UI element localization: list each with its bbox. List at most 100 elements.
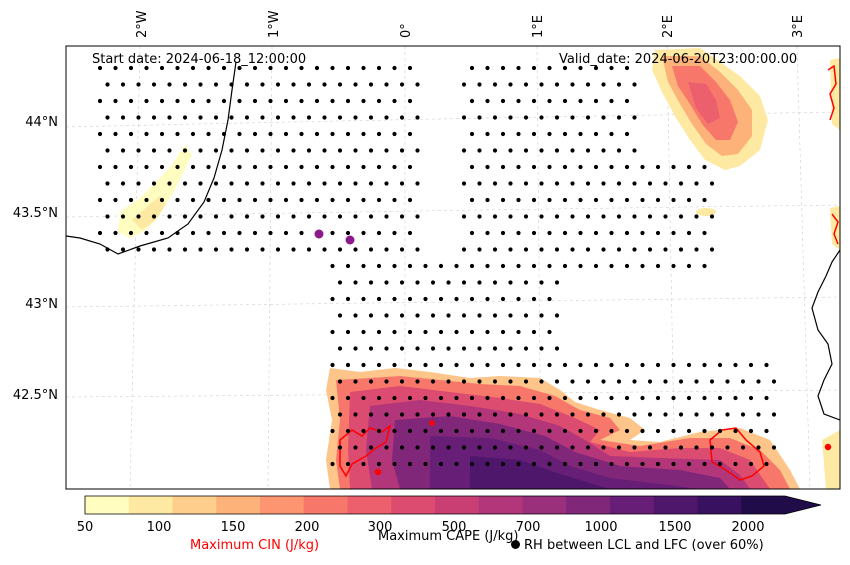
rh-dot bbox=[105, 148, 110, 153]
rh-dot bbox=[562, 428, 568, 434]
rh-dot bbox=[686, 164, 692, 170]
rh-dot bbox=[392, 131, 397, 137]
rh-dot bbox=[655, 230, 661, 236]
rh-dot bbox=[229, 214, 234, 219]
rh-dot bbox=[554, 346, 560, 351]
rh-dot bbox=[469, 263, 475, 269]
rh-dot bbox=[136, 214, 141, 219]
rh-dot bbox=[663, 214, 668, 219]
rh-dot bbox=[423, 329, 428, 335]
rh-dot bbox=[547, 164, 552, 170]
rh-dot bbox=[500, 395, 506, 401]
rh-dot bbox=[640, 263, 645, 269]
rh-dot bbox=[430, 313, 436, 318]
rh-dot bbox=[748, 461, 754, 467]
rh-dot bbox=[554, 313, 560, 318]
rh-dot bbox=[105, 115, 110, 120]
rh-dot bbox=[322, 115, 327, 120]
rh-dot bbox=[516, 362, 521, 368]
rh-dot bbox=[492, 115, 498, 120]
rh-dot bbox=[562, 263, 568, 269]
rh-dot bbox=[570, 214, 575, 219]
rh-dot bbox=[438, 296, 444, 302]
rh-dot bbox=[167, 247, 172, 252]
rh-dot bbox=[756, 379, 761, 384]
rh-dot bbox=[182, 214, 188, 219]
rh-dot bbox=[717, 395, 723, 401]
rh-dot bbox=[500, 263, 506, 269]
rh-dot bbox=[361, 98, 366, 104]
rh-dot bbox=[686, 197, 692, 203]
rh-dot bbox=[516, 98, 521, 104]
rh-dot bbox=[213, 247, 219, 252]
rh-dot bbox=[299, 98, 304, 104]
rh-dot bbox=[198, 214, 203, 219]
rh-dot bbox=[547, 131, 552, 137]
colorbar-segment bbox=[347, 496, 392, 514]
rh-dot bbox=[252, 98, 258, 104]
rh-dot bbox=[399, 280, 405, 285]
rh-dot bbox=[283, 197, 289, 203]
rh-dot bbox=[616, 412, 622, 417]
rh-dot bbox=[190, 65, 196, 71]
rh-dot bbox=[345, 329, 351, 335]
rh-dot bbox=[492, 280, 498, 285]
rh-dot bbox=[384, 214, 389, 219]
rh-dot bbox=[454, 428, 459, 434]
rh-dot bbox=[337, 214, 343, 219]
rh-dot bbox=[361, 131, 366, 137]
rh-dot bbox=[144, 164, 149, 170]
rh-dot bbox=[469, 428, 475, 434]
rh-dot bbox=[159, 131, 165, 137]
rh-dot bbox=[353, 313, 358, 318]
rh-dot bbox=[306, 181, 312, 186]
rh-dot bbox=[477, 82, 482, 87]
rh-dot bbox=[345, 98, 351, 104]
rh-dot bbox=[151, 181, 157, 186]
rh-dot bbox=[539, 412, 544, 417]
rh-dot bbox=[748, 428, 754, 434]
rh-dot bbox=[492, 313, 498, 318]
rh-dot bbox=[244, 247, 250, 252]
rh-dot bbox=[469, 329, 475, 335]
rh-dot bbox=[647, 445, 653, 450]
colorbar-segment bbox=[566, 496, 611, 514]
rh-dot bbox=[585, 379, 591, 384]
rh-dot bbox=[593, 362, 599, 368]
rh-dot bbox=[314, 197, 320, 203]
rh-dot bbox=[314, 98, 320, 104]
rh-dot bbox=[485, 329, 490, 335]
rh-dot bbox=[237, 131, 242, 137]
rh-dot bbox=[407, 461, 413, 467]
colorbar-segment bbox=[610, 496, 655, 514]
rh-dot bbox=[640, 230, 645, 236]
rh-dot bbox=[523, 412, 529, 417]
rh-dot bbox=[686, 461, 692, 467]
rh-dot bbox=[454, 296, 459, 302]
rh-dot bbox=[686, 428, 692, 434]
lon-label-1e: 1°E bbox=[531, 15, 546, 38]
rh-dot bbox=[640, 428, 645, 434]
rh-dot bbox=[640, 362, 645, 368]
rh-dot bbox=[531, 461, 537, 467]
rh-dot bbox=[578, 65, 583, 71]
rh-dot bbox=[345, 362, 351, 368]
rh-dot bbox=[516, 263, 521, 269]
rh-dot bbox=[609, 230, 614, 236]
rh-dot bbox=[399, 445, 405, 450]
rh-dot bbox=[407, 131, 413, 137]
rh-dot bbox=[446, 379, 451, 384]
rh-dot bbox=[206, 197, 211, 203]
rh-dot bbox=[353, 115, 358, 120]
rh-dot bbox=[376, 395, 382, 401]
rh-dot bbox=[531, 362, 537, 368]
rh-dot bbox=[562, 230, 568, 236]
purple-points bbox=[314, 229, 355, 245]
rh-dot bbox=[376, 131, 382, 137]
cb-tick-150: 150 bbox=[220, 520, 246, 535]
rh-dot bbox=[477, 214, 482, 219]
rh-dot bbox=[423, 296, 428, 302]
rh-dot bbox=[477, 247, 482, 252]
rh-dot bbox=[663, 247, 668, 252]
rh-dot bbox=[523, 82, 529, 87]
